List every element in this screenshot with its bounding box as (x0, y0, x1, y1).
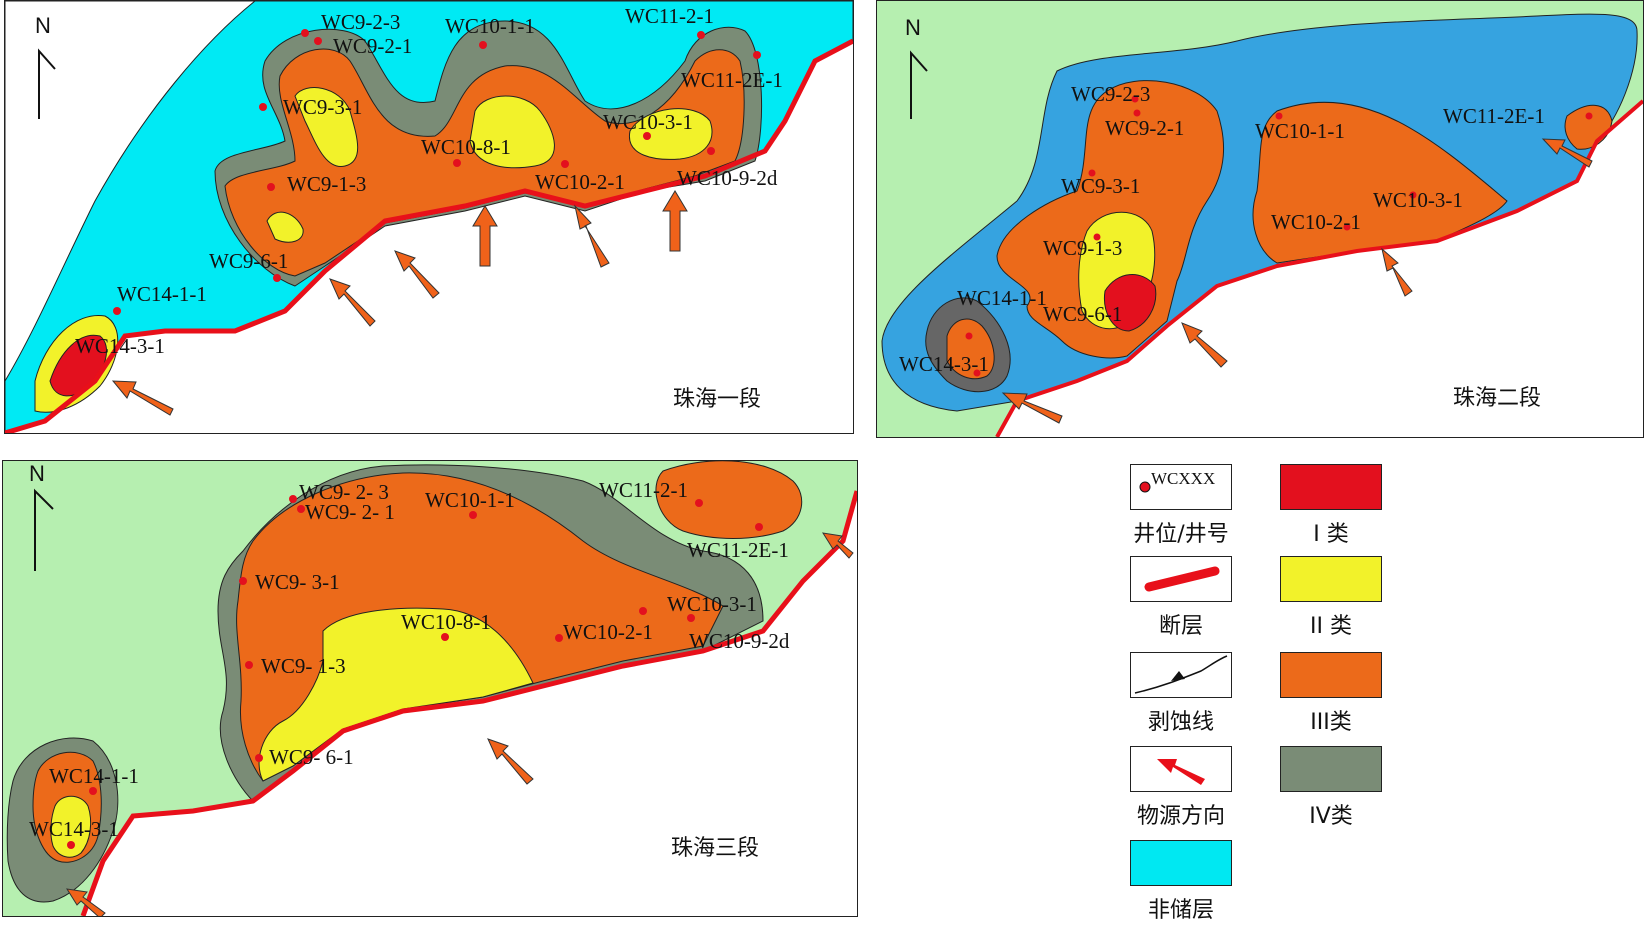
legend-swatch-non-reservoir (1130, 840, 1232, 886)
map-canvas-3: WC9- 2- 3 WC10-1-1 WC9- 2- 1 WC11-2-1 WC… (3, 461, 857, 916)
svg-text:N: N (35, 13, 51, 38)
panel-title: 珠海二段 (1453, 386, 1541, 411)
well-label: WC10-2-1 (535, 170, 625, 194)
map-legend: WCXXX 井位/井号 I 类 断层 II 类 剥蚀线 III类 (1120, 456, 1640, 931)
class-i-zone (1103, 274, 1157, 332)
legend-item-erosion: 剥蚀线 (1130, 652, 1232, 735)
legend-swatch-source-arrow (1130, 746, 1232, 792)
legend-item-source-direction: 物源方向 (1130, 746, 1232, 829)
well-label: WC9-1-3 (287, 172, 366, 196)
well-label: WC10-8-1 (401, 610, 491, 634)
well-label: WC9-3-1 (1061, 174, 1140, 198)
fault-line (995, 99, 1643, 437)
legend-label: I 类 (1313, 522, 1349, 547)
well-label: WC9-1-3 (1043, 236, 1122, 260)
well-label: WC11-2E-1 (681, 68, 783, 92)
legend-label: 物源方向 (1136, 804, 1225, 829)
well-label: WC11-2E-1 (1443, 104, 1545, 128)
legend-item-well: WCXXX 井位/井号 (1130, 464, 1232, 547)
well-label: WC9-6-1 (209, 249, 288, 273)
well-label: WC14-1-1 (117, 282, 207, 306)
well-label: WC10-1-1 (1255, 119, 1345, 143)
legend-item-fault: 断层 (1130, 556, 1232, 639)
class-iii-zone (224, 48, 745, 277)
legend-swatch-erosion (1130, 652, 1232, 698)
well-label: WC9-2-3 (1071, 82, 1150, 106)
well-label: WC10-2-1 (1271, 210, 1361, 234)
well-labels: WC9-2-3 WC9-2-1 WC10-1-1 WC11-2E-1 WC9-3… (899, 82, 1545, 376)
well-label: WC9- 2- 1 (305, 500, 395, 524)
well-label: WC10-3-1 (603, 110, 693, 134)
class-ii-zone (294, 87, 359, 167)
well-label: WC9- 2- 3 (299, 480, 389, 504)
well-label: WC14-3-1 (75, 334, 165, 358)
well-label: WC10-3-1 (1373, 188, 1463, 212)
north-arrow: N (35, 13, 56, 119)
well-label: WC10-9-2d (689, 629, 790, 653)
class-ii-zone (258, 607, 534, 782)
legend-label: IV类 (1309, 804, 1353, 829)
map-panel-zhuhai-2: WC9-2-3 WC9-2-1 WC10-1-1 WC11-2E-1 WC9-3… (876, 0, 1644, 438)
well-label: WC9-2-3 (321, 10, 400, 34)
well-label: WC9- 6-1 (269, 745, 354, 769)
map-panel-zhuhai-3: WC9- 2- 3 WC10-1-1 WC9- 2- 1 WC11-2-1 WC… (2, 460, 858, 917)
well-label: WC14-1-1 (49, 764, 139, 788)
legend-swatch-well: WCXXX (1130, 464, 1232, 510)
well-label: WC10-3-1 (667, 592, 757, 616)
legend-label: 剥蚀线 (1147, 710, 1214, 735)
legend-swatch-class-ii (1280, 556, 1382, 602)
legend-swatch-class-i (1280, 464, 1382, 510)
legend-well-sample: WCXXX (1151, 469, 1215, 488)
well-label: WC11-2-1 (625, 4, 714, 28)
well-label: WC10-9-2d (677, 166, 778, 190)
well-label: WC10-1-1 (445, 14, 535, 38)
well-label: WC10-2-1 (563, 620, 653, 644)
well-label: WC9-2-1 (1105, 116, 1184, 140)
well-label: WC9- 1-3 (261, 654, 346, 678)
legend-swatch-fault (1130, 556, 1232, 602)
well-label: WC9-6-1 (1043, 302, 1122, 326)
source-arrows (111, 190, 688, 416)
svg-text:N: N (905, 15, 921, 40)
well-markers (965, 95, 1593, 377)
panel-title: 珠海三段 (671, 836, 759, 861)
legend-label: 井位/井号 (1133, 522, 1229, 547)
legend-item-class-ii: II 类 (1280, 556, 1382, 639)
well-labels: WC9-2-3 WC9-2-1 WC10-1-1 WC11-2-1 WC11-2… (75, 4, 783, 358)
north-arrow: N (29, 461, 54, 571)
well-markers (67, 495, 763, 849)
well-label: WC9-3-1 (283, 95, 362, 119)
legend-item-class-iv: IV类 (1280, 746, 1382, 829)
source-arrows (1001, 138, 1593, 424)
legend-item-non-reservoir: 非储层 (1130, 840, 1232, 923)
well-label: WC11-2E-1 (687, 538, 789, 562)
svg-text:N: N (29, 461, 45, 486)
north-arrow: N (905, 15, 928, 119)
fault-line (5, 38, 853, 433)
well-labels: WC9- 2- 3 WC10-1-1 WC9- 2- 1 WC11-2-1 WC… (29, 478, 790, 841)
well-label: WC14-3-1 (899, 352, 989, 376)
legend-swatch-class-iii (1280, 652, 1382, 698)
well-label: WC14-3-1 (29, 817, 119, 841)
map-canvas-1: WC9-2-3 WC9-2-1 WC10-1-1 WC11-2-1 WC11-2… (5, 1, 853, 433)
legend-label: III类 (1310, 710, 1352, 735)
panel-title: 珠海一段 (673, 387, 761, 412)
well-label: WC10-1-1 (425, 488, 515, 512)
well-label: WC9-2-1 (333, 34, 412, 58)
legend-swatch-class-iv (1280, 746, 1382, 792)
legend-item-class-i: I 类 (1280, 464, 1382, 547)
map-canvas-2: WC9-2-3 WC9-2-1 WC10-1-1 WC11-2E-1 WC9-3… (877, 1, 1643, 437)
legend-item-class-iii: III类 (1280, 652, 1382, 735)
well-label: WC11-2-1 (599, 478, 688, 502)
well-label: WC9- 3-1 (255, 570, 340, 594)
fault-line (80, 490, 857, 916)
legend-label: 非储层 (1147, 898, 1214, 923)
legend-label: 断层 (1158, 614, 1203, 639)
well-label: WC10-8-1 (421, 135, 511, 159)
legend-label: II 类 (1310, 614, 1352, 639)
well-label: WC14-1-1 (957, 286, 1047, 310)
map-panel-zhuhai-1: WC9-2-3 WC9-2-1 WC10-1-1 WC11-2-1 WC11-2… (4, 0, 854, 434)
well-markers (73, 29, 761, 350)
source-arrows (66, 532, 854, 916)
